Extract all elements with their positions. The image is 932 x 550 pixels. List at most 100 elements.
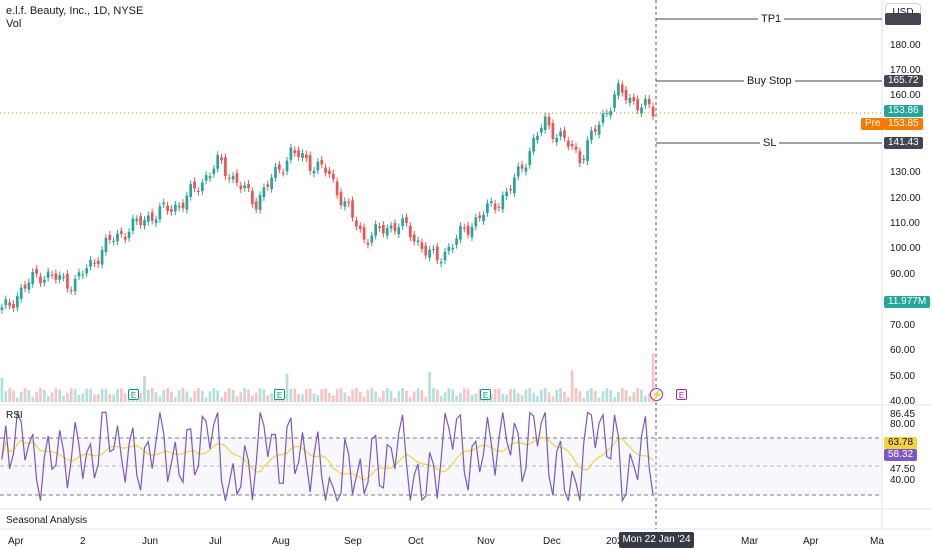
seasonal-analysis-label[interactable]: Seasonal Analysis: [6, 515, 88, 526]
volume-bar: [547, 392, 551, 402]
volume-bar: [58, 389, 62, 402]
candle-body: [208, 176, 212, 179]
volume-bar: [455, 395, 458, 402]
candle-body: [586, 140, 589, 162]
candle-body: [536, 135, 539, 140]
candle-body: [443, 251, 447, 261]
earnings-marker[interactable]: E: [274, 389, 285, 400]
candle-body: [482, 215, 485, 222]
candle-body: [100, 249, 104, 265]
volume-bar: [405, 390, 408, 402]
candle-body: [516, 166, 520, 177]
rsi-label[interactable]: RSI: [6, 410, 23, 421]
volume-legend[interactable]: Vol: [6, 18, 22, 30]
volume-bar: [559, 388, 562, 402]
candle-body: [605, 112, 609, 114]
volume-bar: [382, 390, 385, 402]
earnings-marker-upcoming[interactable]: E: [676, 389, 687, 400]
candle-body: [547, 116, 551, 126]
candle-body: [289, 147, 293, 160]
candle-body: [358, 225, 362, 229]
candle-body: [509, 188, 512, 191]
candle-body: [312, 170, 316, 174]
volume-bar: [177, 390, 181, 402]
rsi-line: [1, 411, 654, 503]
time-tick: Apr: [803, 536, 819, 547]
volume-bar: [628, 396, 632, 402]
candle-body: [185, 195, 189, 210]
volume-bar: [158, 396, 162, 402]
volume-bar: [35, 391, 38, 402]
candle-body: [620, 84, 624, 93]
candle-body: [39, 276, 42, 284]
earnings-marker[interactable]: E: [480, 389, 491, 400]
candle-body: [451, 247, 455, 250]
candle-body: [66, 273, 69, 289]
sl-label[interactable]: SL: [760, 137, 780, 149]
price-tick: 90.00: [890, 269, 916, 280]
volume-bar: [632, 392, 636, 402]
volume-bar: [443, 392, 447, 402]
volume-bar: [96, 394, 100, 402]
volume-bar: [31, 396, 35, 402]
volume-bar: [408, 397, 412, 402]
candle-body: [42, 279, 46, 283]
candle-body: [331, 173, 335, 179]
volume-bar: [601, 391, 605, 402]
candle-body: [578, 151, 582, 164]
volume-bar: [54, 388, 58, 402]
volume-bar: [609, 390, 613, 402]
price-tick: 70.00: [890, 320, 916, 331]
candle-body: [46, 271, 50, 278]
volume-bar: [301, 394, 304, 402]
candle-body: [539, 128, 543, 133]
volume-bar: [509, 389, 512, 402]
candle-body: [89, 259, 92, 267]
volume-bar: [116, 389, 119, 402]
candle-body: [131, 218, 135, 231]
candle-body: [566, 140, 570, 147]
buy-stop-label[interactable]: Buy Stop: [744, 75, 795, 87]
volume-bar: [524, 389, 528, 402]
candle-body: [524, 167, 528, 172]
candle-body: [644, 98, 647, 106]
candle-body: [112, 240, 116, 242]
volume-bar: [462, 388, 466, 402]
volume-bar: [258, 388, 262, 402]
volume-bar: [50, 392, 54, 402]
time-tick: Oct: [408, 536, 424, 547]
candle-body: [335, 181, 339, 196]
volume-bar: [574, 388, 578, 402]
candle-body: [285, 160, 289, 172]
volume-bar: [597, 397, 601, 402]
volume-bar: [355, 388, 358, 402]
earnings-marker[interactable]: E: [128, 389, 139, 400]
candle-body: [304, 154, 308, 159]
candle-body: [613, 94, 616, 109]
time-tick: 2: [80, 536, 86, 547]
symbol-title[interactable]: e.l.f. Beauty, Inc., 1D, NYSE: [6, 5, 144, 17]
lightning-icon[interactable]: ⚡: [650, 388, 663, 401]
candle-body: [563, 130, 566, 138]
candle-body: [62, 276, 65, 278]
candle-body: [123, 236, 127, 240]
candle-body: [520, 164, 524, 169]
volume-bar: [528, 388, 532, 402]
candle-body: [120, 231, 123, 234]
candle-body: [181, 202, 185, 209]
volume-bar: [389, 391, 393, 402]
volume-bar: [605, 388, 609, 402]
tp1-label[interactable]: TP1: [758, 13, 785, 25]
candle-body: [385, 228, 389, 236]
volume-bar: [120, 388, 123, 402]
candle-body: [200, 182, 204, 192]
volume-bar: [447, 388, 451, 402]
candle-body: [4, 299, 8, 306]
volume-bar: [216, 390, 220, 402]
candle-body: [597, 124, 601, 135]
volume-bar: [566, 397, 570, 402]
volume-bar: [247, 389, 250, 402]
volume-bar: [23, 388, 27, 402]
price-tick: 180.00: [890, 40, 921, 51]
